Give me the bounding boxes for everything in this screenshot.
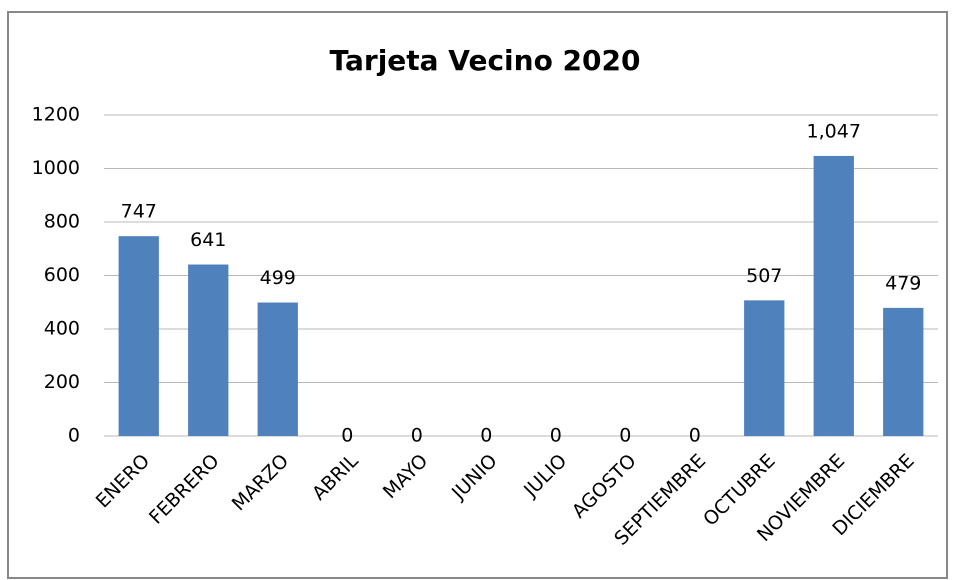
data-label: 0 — [689, 425, 701, 447]
chart-border — [7, 11, 948, 579]
data-label: 0 — [619, 425, 631, 447]
data-label: 0 — [341, 425, 353, 447]
y-tick-label: 0 — [68, 425, 80, 447]
chart-title: Tarjeta Vecino 2020 — [330, 44, 641, 77]
y-tick-label: 600 — [44, 264, 80, 286]
data-label: 1,047 — [807, 120, 861, 142]
y-tick-label: 800 — [44, 211, 80, 233]
y-tick-label: 200 — [44, 371, 80, 393]
data-label: 747 — [121, 201, 157, 223]
bar — [257, 302, 298, 436]
bar — [118, 236, 159, 436]
bar — [883, 307, 924, 436]
y-tick-label: 400 — [44, 318, 80, 340]
y-tick-label: 1200 — [32, 104, 80, 126]
data-label: 0 — [550, 425, 562, 447]
data-label: 0 — [480, 425, 492, 447]
data-label: 0 — [411, 425, 423, 447]
data-label: 479 — [885, 272, 921, 294]
data-label: 641 — [190, 229, 226, 251]
data-label: 499 — [260, 267, 296, 289]
data-label: 507 — [746, 265, 782, 287]
bar — [188, 264, 229, 436]
bar — [813, 155, 854, 437]
bar — [744, 300, 785, 436]
y-tick-label: 1000 — [32, 157, 80, 179]
